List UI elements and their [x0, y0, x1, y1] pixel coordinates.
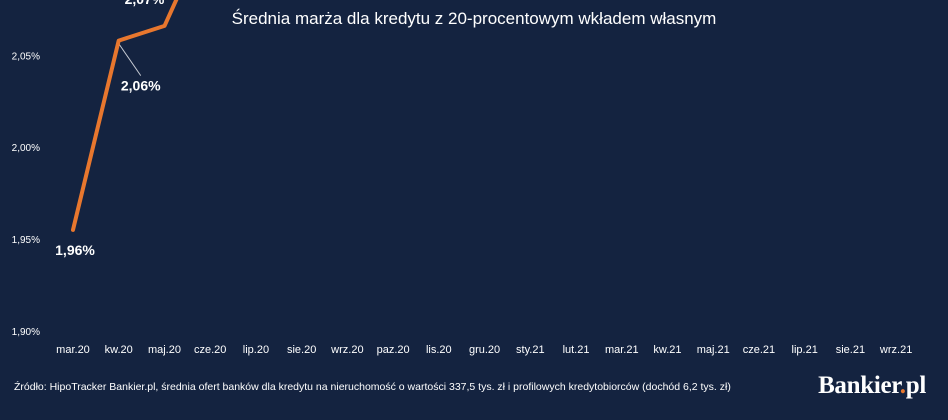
- x-tick-label: cze.21: [743, 344, 775, 356]
- y-tick-label: 1,95%: [12, 235, 40, 246]
- x-tick-label: maj.20: [148, 344, 181, 356]
- data-label: 2,07%: [125, 0, 165, 7]
- x-tick-label: kw.21: [653, 344, 681, 356]
- data-label: 1,96%: [55, 242, 95, 258]
- series-line-group: [71, 0, 179, 232]
- x-tick-label: paz.20: [377, 344, 410, 356]
- data-label: 2,06%: [121, 78, 161, 94]
- leader-lines: [118, 43, 142, 76]
- y-tick-label: 2,05%: [12, 51, 40, 62]
- chart-title: Średnia marża dla kredytu z 20-procentow…: [232, 9, 717, 28]
- x-tick-label: lip.21: [792, 344, 818, 356]
- logo-name: Bankier: [818, 372, 900, 399]
- x-tick-label: mar.21: [605, 344, 639, 356]
- logo-dot: .: [899, 372, 906, 399]
- x-tick-label: lut.21: [563, 344, 590, 356]
- x-tick-label: wrz.20: [330, 344, 363, 356]
- logo-suffix: pl: [905, 372, 927, 399]
- data-labels: 1,96%2,06%2,07%2,12%2,14%2,17%2,14%2,15%…: [55, 0, 165, 258]
- x-tick-label: lis.20: [426, 344, 452, 356]
- series-line: [71, 0, 179, 232]
- leader-line: [118, 43, 142, 76]
- x-axis: mar.20 kw.20 maj.20 cze.20 lip.20 sie.20 wrz.2…: [56, 344, 912, 356]
- x-tick-label: lip.20: [243, 344, 269, 356]
- source-note: Źródło: HipoTracker Bankier.pl, średnia …: [14, 381, 731, 393]
- y-tick-label: 1,90%: [12, 327, 40, 338]
- x-tick-label: wrz.21: [879, 344, 912, 356]
- y-axis: 1,90%1,95%2,00%2,05%2,10%2,15%2,20%: [12, 51, 40, 338]
- x-tick-label: gru.20: [469, 344, 500, 356]
- x-tick-label: sie.21: [836, 344, 865, 356]
- x-tick-label: sty.21: [516, 344, 545, 356]
- x-tick-label: maj.21: [697, 344, 730, 356]
- y-tick-label: 2,00%: [12, 143, 40, 154]
- x-tick-label: mar.20: [56, 344, 90, 356]
- bankier-logo: Bankier.pl: [818, 372, 926, 400]
- x-tick-label: cze.20: [194, 344, 226, 356]
- x-tick-label: kw.20: [105, 344, 133, 356]
- x-tick-label: sie.20: [287, 344, 316, 356]
